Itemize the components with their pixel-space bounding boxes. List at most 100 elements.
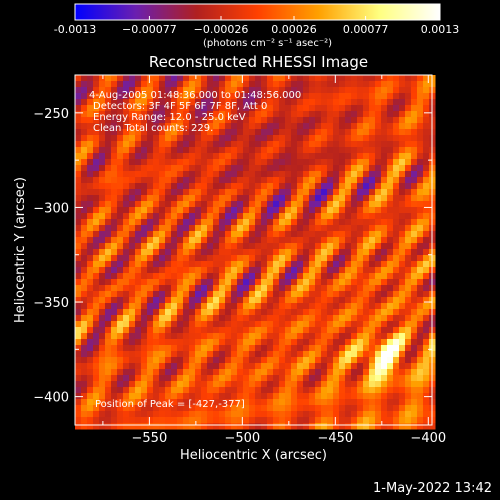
heatmap-cell xyxy=(279,141,286,148)
heatmap-cell xyxy=(261,147,268,154)
heatmap-cell xyxy=(105,291,112,298)
heatmap-cell xyxy=(255,99,262,106)
heatmap-cell xyxy=(273,375,280,382)
heatmap-cell xyxy=(111,183,118,190)
heatmap-cell xyxy=(117,387,124,394)
heatmap-cell xyxy=(147,87,154,94)
heatmap-cell xyxy=(219,285,226,292)
heatmap-cell xyxy=(417,327,424,334)
heatmap-cell xyxy=(273,423,280,430)
heatmap-cell xyxy=(189,363,196,370)
heatmap-cell xyxy=(387,297,394,304)
heatmap-cell xyxy=(93,333,100,340)
heatmap-cell xyxy=(279,165,286,172)
heatmap-cell xyxy=(357,297,364,304)
heatmap-cell xyxy=(231,339,238,346)
heatmap-cell xyxy=(333,399,340,406)
heatmap-cell xyxy=(153,207,160,214)
heatmap-cell xyxy=(381,177,388,184)
heatmap-cell xyxy=(231,255,238,262)
heatmap-cell xyxy=(201,291,208,298)
heatmap-cell xyxy=(387,171,394,178)
heatmap-cell xyxy=(363,153,370,160)
heatmap-cell xyxy=(261,387,268,394)
heatmap-cell xyxy=(105,171,112,178)
heatmap-cell xyxy=(99,291,106,298)
heatmap-cell xyxy=(339,141,346,148)
heatmap-cell xyxy=(291,243,298,250)
heatmap-cell xyxy=(375,75,382,82)
heatmap-cell xyxy=(417,357,424,364)
heatmap-cell xyxy=(285,267,292,274)
heatmap-cell xyxy=(333,129,340,136)
heatmap-cell xyxy=(165,345,172,352)
heatmap-cell xyxy=(231,297,238,304)
heatmap-cell xyxy=(75,273,82,280)
heatmap-cell xyxy=(273,75,280,82)
heatmap-cell xyxy=(423,255,430,262)
heatmap-cell xyxy=(357,87,364,94)
heatmap-cell xyxy=(393,405,400,412)
heatmap-cell xyxy=(399,321,406,328)
heatmap-cell xyxy=(315,309,322,316)
heatmap-cell xyxy=(309,369,316,376)
heatmap-cell xyxy=(81,81,88,88)
heatmap xyxy=(75,75,436,430)
heatmap-cell xyxy=(129,285,136,292)
heatmap-cell xyxy=(291,339,298,346)
heatmap-cell xyxy=(297,411,304,418)
heatmap-cell xyxy=(339,159,346,166)
heatmap-cell xyxy=(153,153,160,160)
heatmap-cell xyxy=(105,399,112,406)
heatmap-cell xyxy=(105,369,112,376)
heatmap-cell xyxy=(165,375,172,382)
heatmap-cell xyxy=(87,225,94,232)
heatmap-cell xyxy=(117,141,124,148)
heatmap-cell xyxy=(225,75,232,82)
heatmap-cell xyxy=(189,231,196,238)
heatmap-cell xyxy=(405,297,412,304)
heatmap-cell xyxy=(165,201,172,208)
heatmap-cell xyxy=(99,273,106,280)
heatmap-cell xyxy=(147,135,154,142)
heatmap-cell xyxy=(399,327,406,334)
heatmap-cell xyxy=(111,219,118,226)
heatmap-cell xyxy=(249,177,256,184)
heatmap-cell xyxy=(423,243,430,250)
heatmap-cell xyxy=(345,117,352,124)
heatmap-cell xyxy=(303,303,310,310)
heatmap-cell xyxy=(237,129,244,136)
heatmap-cell xyxy=(333,363,340,370)
heatmap-cell xyxy=(87,183,94,190)
heatmap-cell xyxy=(321,237,328,244)
heatmap-cell xyxy=(219,99,226,106)
heatmap-cell xyxy=(237,285,244,292)
heatmap-cell xyxy=(129,399,136,406)
heatmap-cell xyxy=(123,393,130,400)
heatmap-cell xyxy=(273,315,280,322)
heatmap-cell xyxy=(261,75,268,82)
heatmap-cell xyxy=(327,225,334,232)
heatmap-cell xyxy=(111,399,118,406)
heatmap-cell xyxy=(327,375,334,382)
heatmap-cell xyxy=(201,189,208,196)
heatmap-cell xyxy=(327,243,334,250)
heatmap-cell xyxy=(75,105,82,112)
heatmap-cell xyxy=(375,165,382,172)
heatmap-cell xyxy=(93,207,100,214)
heatmap-cell xyxy=(99,171,106,178)
heatmap-cell xyxy=(393,159,400,166)
heatmap-cell xyxy=(93,345,100,352)
heatmap-cell xyxy=(267,321,274,328)
heatmap-cell xyxy=(285,375,292,382)
heatmap-cell xyxy=(219,417,226,424)
heatmap-cell xyxy=(405,375,412,382)
heatmap-cell xyxy=(261,207,268,214)
heatmap-cell xyxy=(321,135,328,142)
heatmap-cell xyxy=(129,129,136,136)
heatmap-cell xyxy=(267,105,274,112)
heatmap-cell xyxy=(315,255,322,262)
heatmap-cell xyxy=(375,363,382,370)
heatmap-cell xyxy=(105,279,112,286)
heatmap-cell xyxy=(207,297,214,304)
